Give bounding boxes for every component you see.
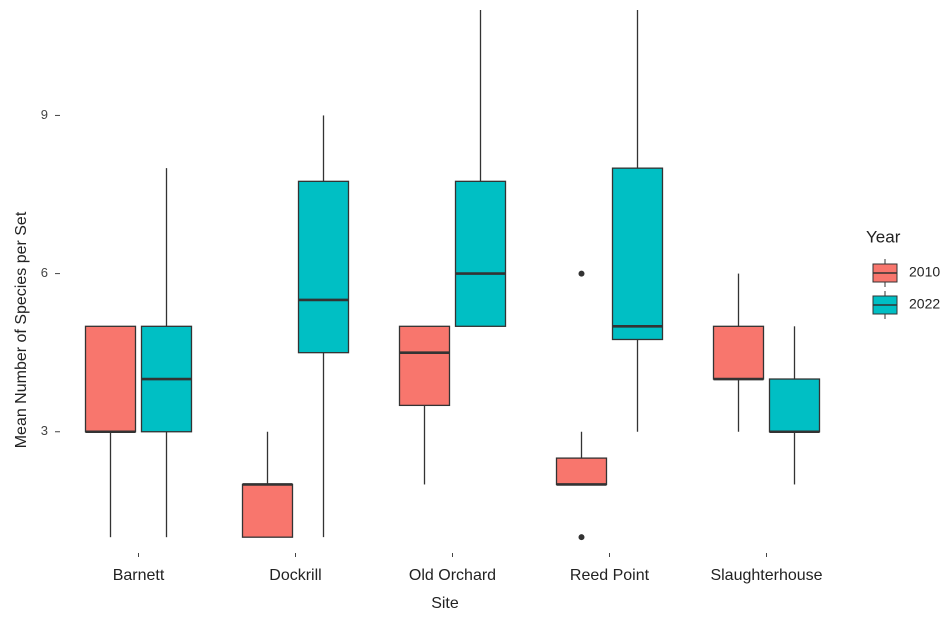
y-tick-label: 6 xyxy=(41,265,48,280)
box xyxy=(398,325,451,407)
box xyxy=(297,180,350,354)
box xyxy=(555,457,608,486)
y-axis-label: Mean Number of Species per Set xyxy=(13,211,30,448)
x-tick-label: Barnett xyxy=(113,567,165,584)
x-tick-label: Old Orchard xyxy=(409,567,496,584)
box xyxy=(241,483,294,538)
y-tick-label: 9 xyxy=(41,107,48,122)
box xyxy=(768,378,821,433)
x-tick-label: Slaughterhouse xyxy=(710,567,822,584)
box xyxy=(454,180,507,327)
x-axis-label: Site xyxy=(431,595,459,612)
outlier xyxy=(578,534,585,541)
legend-label: 2022 xyxy=(909,296,940,312)
box xyxy=(712,325,765,380)
x-tick-label: Reed Point xyxy=(570,567,650,584)
legend-title: Year xyxy=(866,227,901,246)
y-tick-label: 3 xyxy=(41,423,48,438)
legend-label: 2010 xyxy=(909,264,940,280)
box xyxy=(84,325,137,433)
outlier xyxy=(578,270,585,277)
x-tick-label: Dockrill xyxy=(269,567,321,584)
box xyxy=(611,167,664,341)
